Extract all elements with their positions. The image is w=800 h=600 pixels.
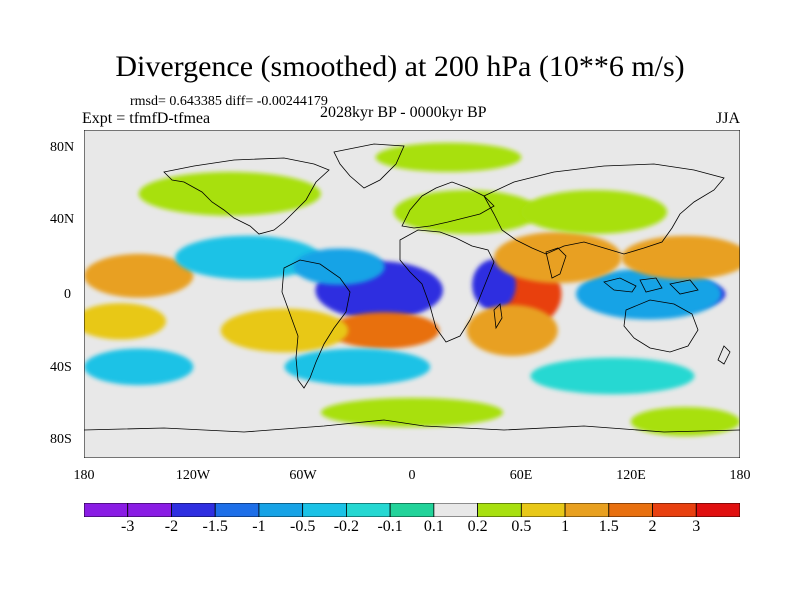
coastline-australia xyxy=(623,299,699,353)
colorbar-label-10: 1 xyxy=(561,518,570,535)
colorbar-box-2 xyxy=(171,503,216,517)
x-tick-label-0: 0 xyxy=(408,468,416,483)
colorbar-box-7 xyxy=(389,503,435,517)
field-blob-14 xyxy=(175,235,321,280)
field-blob-19 xyxy=(284,348,431,386)
field-blob-7 xyxy=(330,312,440,349)
x-tick-label-60e: 60E xyxy=(509,468,533,483)
field-blob-20 xyxy=(530,357,695,395)
coastline-africa xyxy=(399,229,495,343)
colorbar-label-13: 3 xyxy=(692,518,701,535)
field-blob-16 xyxy=(393,190,540,234)
colorbar-box-4 xyxy=(258,503,304,517)
y-tick-label-40s: 40S xyxy=(50,360,72,375)
map-title: Divergence (smoothed) at 200 hPa (10**6 … xyxy=(115,50,685,83)
field-blob-23 xyxy=(375,142,522,172)
field-blob-12 xyxy=(84,303,166,340)
colorbar-box-1 xyxy=(127,503,172,517)
season-label: JJA xyxy=(716,110,741,127)
colorbar-box-12 xyxy=(608,503,653,517)
colorbar-box-5 xyxy=(302,503,347,517)
field-blob-18 xyxy=(138,171,321,216)
colorbar-label-3: -1 xyxy=(252,518,266,535)
colorbar-label-9: 0.5 xyxy=(511,518,532,535)
colorbar-box-13 xyxy=(652,503,697,517)
x-tick-label-120w: 120W xyxy=(175,468,211,483)
colorbar-box-6 xyxy=(345,503,391,517)
colorbar-label-1: -2 xyxy=(164,518,179,535)
field-blob-8 xyxy=(466,304,558,356)
experiment-label: Expt = tfmfD-tfmea xyxy=(82,110,211,127)
field-blob-13 xyxy=(220,308,349,353)
rmsd-diff-stats: rmsd= 0.643385 diff= -0.00244179 xyxy=(130,94,328,109)
colorbar-label-8: 0.2 xyxy=(467,518,488,535)
coastline-india xyxy=(545,247,567,279)
x-tick-label-60w: 60W xyxy=(289,468,317,483)
field-blob-24 xyxy=(630,406,740,437)
colorbar-box-3 xyxy=(214,503,260,517)
colorbar-box-9 xyxy=(477,503,522,517)
coastline-asia xyxy=(483,163,725,255)
coastline-south-america xyxy=(281,259,351,389)
x-tick-label-120e: 120E xyxy=(616,468,646,483)
coastlines xyxy=(84,143,740,433)
field-blob-17 xyxy=(521,190,668,234)
field-blob-10 xyxy=(621,235,740,280)
y-tick-label-40n: 40N xyxy=(50,212,75,227)
y-tick-label-0: 0 xyxy=(64,287,71,302)
coastline-madagascar xyxy=(493,303,503,330)
x-tick-label-180w: 180 xyxy=(73,468,95,483)
colorbar xyxy=(84,503,740,517)
field-blob-11 xyxy=(84,253,194,298)
colorbar-box-10 xyxy=(520,503,566,517)
colorbar-box-0 xyxy=(84,503,129,517)
field-blob-21 xyxy=(84,348,194,386)
coastline-europe xyxy=(401,181,495,229)
field-blob-22 xyxy=(320,397,504,428)
y-tick-label-80n: 80N xyxy=(50,140,75,155)
field-blob-4 xyxy=(472,259,516,311)
coastline-maritime-continent xyxy=(603,277,699,295)
divergence-map xyxy=(84,130,740,458)
colorbar-label-6: -0.1 xyxy=(377,518,403,535)
colorbar-label-11: 1.5 xyxy=(598,518,619,535)
colorbar-label-0: -3 xyxy=(121,518,135,535)
colorbar-box-11 xyxy=(564,503,610,517)
y-tick-label-80s: 80S xyxy=(50,432,72,447)
colorbar-box-8 xyxy=(433,503,479,517)
colorbar-label-12: 2 xyxy=(648,518,657,535)
period-label: 2028kyr BP - 0000kyr BP xyxy=(320,104,487,121)
coastline-north-america xyxy=(163,157,330,235)
colorbar-label-2: -1.5 xyxy=(202,518,228,535)
field-blob-15 xyxy=(293,248,385,285)
colorbar-label-4: -0.5 xyxy=(289,518,316,535)
colorbar-box-14 xyxy=(695,503,740,517)
coastline-greenland xyxy=(333,143,405,189)
x-tick-label-180e: 180 xyxy=(729,468,751,483)
coastline-new-zealand xyxy=(717,345,731,365)
colorbar-label-7: 0.1 xyxy=(423,518,444,535)
coastline-antarctica xyxy=(84,419,740,433)
colorbar-label-5: -0.2 xyxy=(333,518,360,535)
